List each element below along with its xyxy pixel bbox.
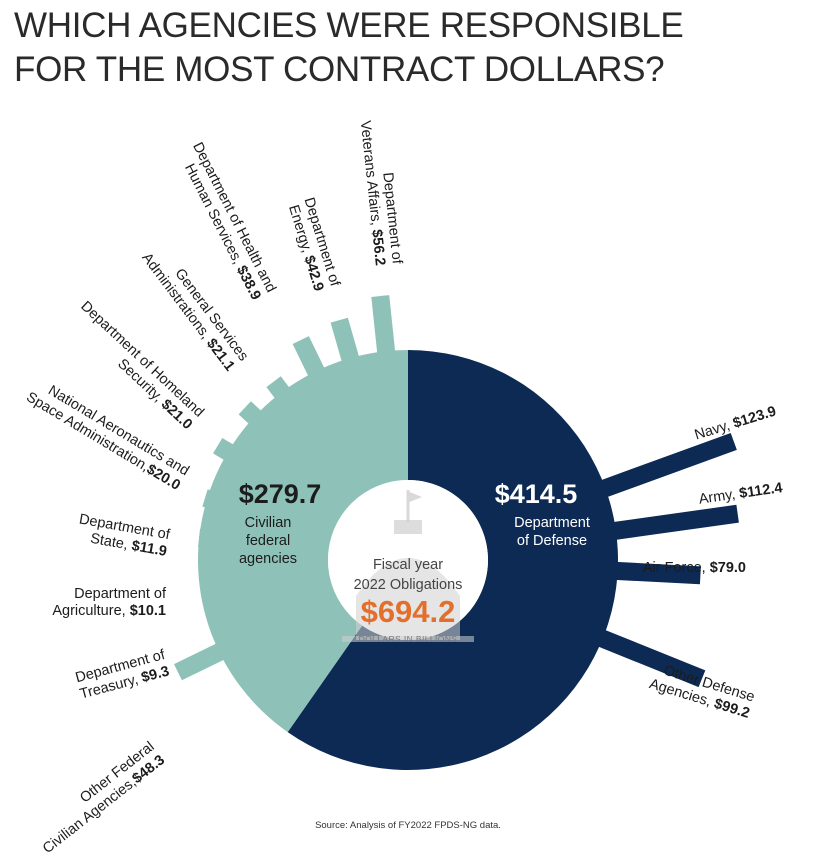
civilian-group-name-2: agencies (239, 551, 297, 567)
label-civilian-7-line-0: Department of (74, 586, 167, 602)
bar-defense-1 (602, 504, 739, 542)
dome-body (356, 558, 460, 640)
center-unit-label: DOLLARS IN BILLIONS (359, 634, 458, 644)
label-defense-2-value: $79.0 (706, 560, 746, 576)
dome-flagpole (406, 490, 410, 522)
label-defense-1-value: $112.4 (734, 480, 783, 502)
civilian-group-name-1: federal (246, 533, 290, 549)
label-defense-0-value: $123.9 (727, 404, 778, 433)
slice-civilian (197, 350, 408, 733)
dome-base (342, 636, 474, 642)
label-civilian-7: Department of Agriculture, $10.1 (52, 586, 167, 619)
label-defense-2: Air Force, $79.0 (643, 560, 746, 576)
dome-flag (409, 492, 422, 502)
label-civilian-0-value: $56.2 (368, 225, 388, 267)
defense-group-name-0: Department (514, 515, 590, 531)
center-total-value: $694.2 (361, 594, 456, 629)
defense-total-value: $414.5 (495, 479, 578, 509)
label-defense-1-line-0: Army, (698, 487, 737, 508)
label-civilian-6-value: $11.9 (126, 537, 168, 560)
bar-defense-3 (588, 625, 706, 688)
label-defense-2-line-0: Air Force, (643, 560, 706, 576)
label-civilian-6: Department ofState, $11.9 (75, 511, 172, 560)
chart-title-line-2: FOR THE MOST CONTRACT DOLLARS? (14, 50, 664, 89)
center-line-2: 2022 Obligations (354, 577, 463, 593)
bar-defense-2 (605, 561, 701, 585)
capitol-dome-icon (342, 490, 474, 642)
dome-lantern (394, 520, 422, 534)
label-civilian-8: Department ofTreasury, $9.3 (74, 647, 172, 703)
label-defense-1: Army, $112.4 (698, 480, 784, 508)
label-civilian-6-line-1: State, (89, 531, 129, 553)
civilian-total-value: $279.7 (239, 479, 322, 509)
bar-civilian-0 (371, 295, 397, 365)
center-line-1: Fiscal year (373, 557, 443, 573)
source-note: Source: Analysis of FY2022 FPDS-NG data. (315, 820, 501, 831)
slice-defense (287, 350, 618, 771)
civilian-group-name-0: Civilian (245, 515, 292, 531)
label-defense-0: Navy, $123.9 (693, 404, 778, 444)
chart-title-line-1: WHICH AGENCIES WERE RESPONSIBLE (14, 6, 683, 45)
bar-defense-0 (590, 432, 737, 501)
label-civilian-0: Department ofVeterans Affairs, $56.2 (357, 118, 405, 267)
label-civilian-7-value: $10.1 (126, 603, 166, 619)
label-civilian-1: Department ofEnergy, $42.9 (284, 196, 343, 294)
label-civilian-7-line-1: Agriculture, (52, 603, 125, 619)
defense-group-name-1: of Defense (517, 533, 587, 549)
label-civilian-9: Other FederalCivilian Agencies,$48.3 (30, 739, 168, 856)
